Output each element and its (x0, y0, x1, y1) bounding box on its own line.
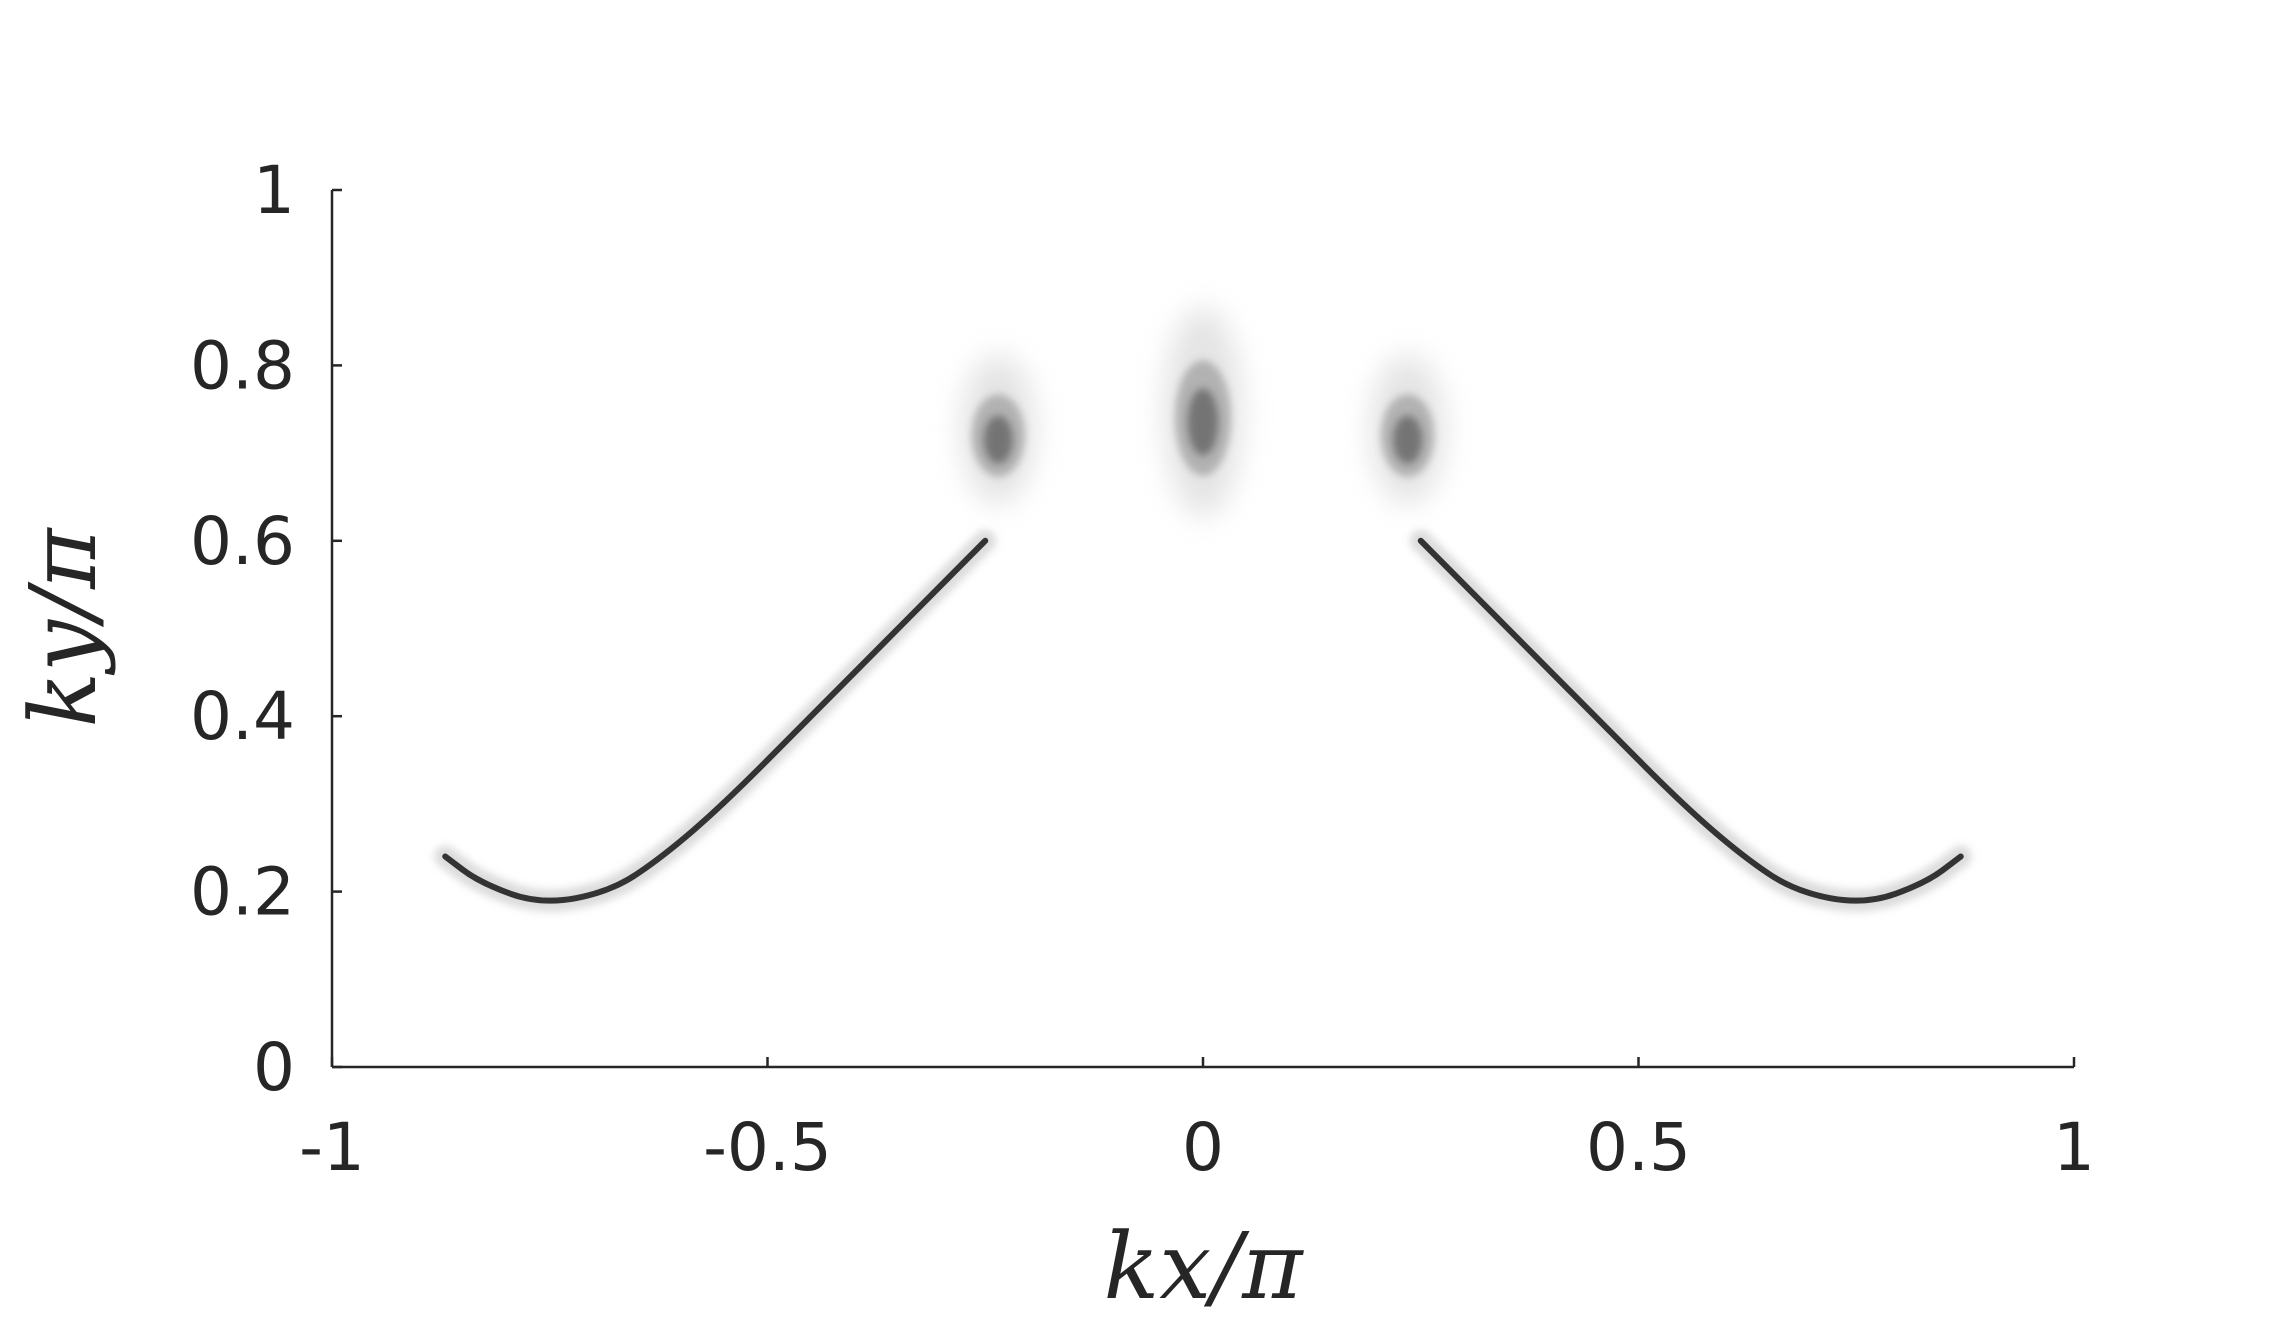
y-tick-label: 0.2 (190, 854, 295, 931)
y-tick-label: 0.8 (190, 327, 295, 404)
spot-core (1393, 415, 1423, 464)
arc-halo (1409, 529, 1972, 912)
x-tick-label: -1 (299, 1109, 365, 1186)
spot-core (1187, 388, 1219, 456)
arc-line (1417, 537, 1964, 904)
x-tick-label: 0 (1182, 1109, 1224, 1186)
y-tick-label: 0.6 (190, 503, 295, 580)
y-tick-label: 0 (253, 1029, 295, 1106)
y-tick-labels: 0 0.2 0.4 0.6 0.8 1 (190, 152, 295, 1106)
x-tick-label: 1 (2053, 1109, 2095, 1186)
ticks (330, 188, 2076, 1069)
x-tick-labels: -1 -0.5 0 0.5 1 (299, 1109, 2095, 1186)
x-tick-label: 0.5 (1586, 1109, 1691, 1186)
y-tick-label: 1 (253, 152, 295, 229)
x-tick-label: -0.5 (703, 1109, 832, 1186)
x-axis-label: kx/π (1103, 1213, 1304, 1320)
y-axis-label: ky/π (10, 527, 117, 728)
arc-halo (434, 529, 997, 912)
plot-area (434, 307, 1972, 912)
spot-core (983, 415, 1013, 464)
y-tick-label: 0.4 (190, 678, 295, 755)
arc-line (442, 537, 989, 904)
